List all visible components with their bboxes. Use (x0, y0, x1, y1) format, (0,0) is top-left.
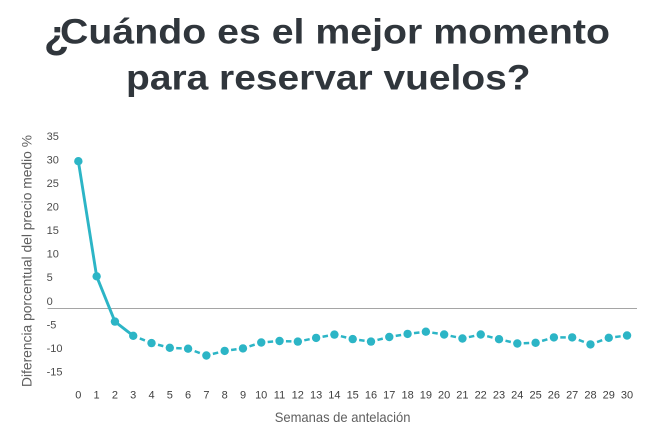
svg-text:4: 4 (148, 390, 154, 402)
svg-text:3: 3 (130, 390, 136, 402)
svg-text:6: 6 (185, 390, 191, 402)
svg-text:-5: -5 (47, 319, 57, 331)
svg-text:7: 7 (203, 390, 209, 402)
svg-text:16: 16 (365, 390, 377, 402)
svg-text:19: 19 (420, 390, 432, 402)
svg-text:25: 25 (47, 178, 59, 190)
svg-text:30: 30 (621, 390, 633, 402)
svg-text:10: 10 (47, 249, 59, 261)
svg-text:2: 2 (112, 390, 118, 402)
svg-text:22: 22 (475, 390, 487, 402)
svg-text:Diferencia porcentual del prec: Diferencia porcentual del precio medio % (20, 135, 35, 387)
svg-text:13: 13 (310, 390, 322, 402)
svg-text:1: 1 (94, 390, 100, 402)
svg-text:15: 15 (47, 225, 59, 237)
svg-text:0: 0 (75, 390, 81, 402)
svg-text:10: 10 (255, 390, 267, 402)
svg-text:0: 0 (47, 296, 53, 308)
svg-text:11: 11 (274, 390, 285, 402)
svg-text:18: 18 (401, 390, 413, 402)
svg-text:¿: ¿ (44, 11, 69, 57)
svg-text:27: 27 (566, 390, 578, 402)
svg-text:Cuándo es el mejor momento: Cuándo es el mejor momento (60, 13, 610, 52)
svg-text:para reservar vuelos?: para reservar vuelos? (126, 59, 531, 98)
svg-text:-15: -15 (47, 366, 63, 378)
svg-text:24: 24 (511, 390, 523, 402)
svg-text:9: 9 (240, 390, 246, 402)
svg-text:21: 21 (456, 390, 468, 402)
svg-text:15: 15 (347, 390, 359, 402)
svg-text:8: 8 (222, 390, 228, 402)
svg-text:14: 14 (328, 390, 340, 402)
svg-text:23: 23 (493, 390, 505, 402)
svg-text:Semanas de antelación: Semanas de antelación (275, 409, 411, 425)
svg-text:28: 28 (584, 390, 596, 402)
svg-text:29: 29 (603, 390, 615, 402)
svg-text:35: 35 (47, 131, 59, 143)
svg-text:25: 25 (529, 390, 541, 402)
svg-text:12: 12 (292, 390, 304, 402)
svg-text:20: 20 (438, 390, 450, 402)
svg-text:20: 20 (47, 202, 59, 214)
svg-text:17: 17 (383, 390, 395, 402)
svg-text:26: 26 (548, 390, 560, 402)
svg-text:30: 30 (47, 155, 59, 167)
svg-text:-10: -10 (47, 343, 63, 355)
svg-text:5: 5 (167, 390, 173, 402)
svg-text:5: 5 (47, 272, 53, 284)
